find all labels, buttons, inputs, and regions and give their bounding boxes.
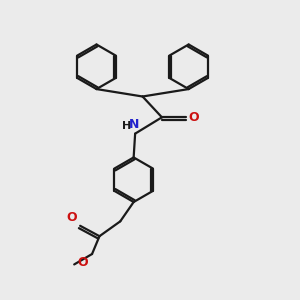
Text: H: H — [122, 121, 132, 131]
Text: O: O — [67, 211, 77, 224]
Text: O: O — [78, 256, 88, 269]
Text: N: N — [129, 118, 140, 131]
Text: O: O — [188, 111, 199, 124]
